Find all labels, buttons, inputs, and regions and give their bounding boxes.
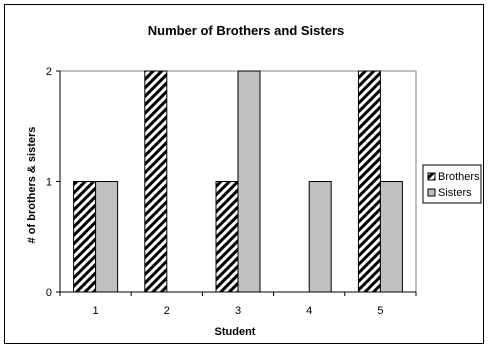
chart-title: Number of Brothers and Sisters [148, 23, 345, 38]
x-tick-label: 5 [377, 305, 383, 317]
y-tick-label: 0 [46, 287, 52, 299]
bar-sisters-4 [308, 181, 332, 293]
bar-brothers-2 [144, 70, 168, 293]
y-tick-label: 2 [46, 66, 52, 78]
x-tick-label: 2 [164, 305, 170, 317]
bar-sisters-3 [237, 70, 261, 293]
bar-brothers-1 [73, 181, 97, 293]
bar-sisters-1 [95, 181, 119, 293]
legend-swatch-brothers [427, 172, 436, 181]
legend: Brothers Sisters [422, 164, 482, 204]
legend-label-brothers: Brothers [438, 171, 480, 183]
plot-area: 0 1 2 1 2 3 4 5 [46, 66, 417, 317]
legend-swatch-sisters [427, 188, 436, 197]
x-tick-label: 3 [235, 305, 241, 317]
bar-chart: Number of Brothers and Sisters # of brot… [26, 23, 482, 338]
legend-box [422, 164, 482, 204]
bar-sisters-5 [379, 181, 403, 293]
bar-brothers-3 [215, 181, 239, 293]
bar-brothers-5 [357, 70, 381, 293]
chart-frame: Number of Brothers and Sisters # of brot… [4, 4, 484, 344]
y-axis-title: # of brothers & sisters [26, 127, 38, 244]
x-tick-label: 1 [93, 305, 99, 317]
x-tick-label: 4 [306, 305, 312, 317]
legend-label-sisters: Sisters [438, 187, 472, 199]
y-tick-label: 1 [46, 177, 52, 189]
x-axis-title: Student [215, 326, 256, 338]
